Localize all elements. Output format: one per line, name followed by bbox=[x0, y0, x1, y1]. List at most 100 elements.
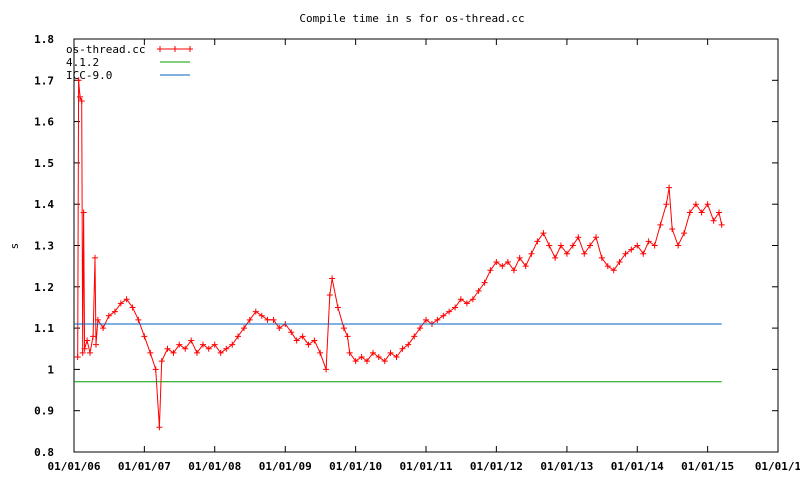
data-point bbox=[75, 77, 82, 84]
data-point bbox=[457, 296, 464, 303]
data-point bbox=[264, 316, 271, 323]
data-point bbox=[423, 316, 429, 323]
data-point bbox=[581, 250, 588, 257]
data-point bbox=[76, 93, 83, 100]
data-point bbox=[241, 325, 248, 332]
series-layer bbox=[74, 77, 725, 431]
data-point bbox=[399, 345, 406, 352]
data-point bbox=[326, 292, 333, 299]
data-point bbox=[499, 263, 506, 270]
data-point bbox=[616, 259, 623, 266]
data-point bbox=[669, 225, 676, 232]
data-point bbox=[569, 242, 576, 249]
y-tick-label: 1.1 bbox=[34, 322, 54, 335]
data-point bbox=[546, 242, 553, 249]
data-point bbox=[84, 337, 91, 344]
data-point bbox=[188, 337, 195, 344]
data-point bbox=[105, 312, 112, 319]
data-point bbox=[522, 263, 529, 270]
data-point bbox=[334, 304, 341, 311]
y-tick-label: 1.8 bbox=[34, 33, 54, 46]
legend-label: os-thread.cc bbox=[66, 43, 145, 56]
data-point bbox=[622, 250, 629, 257]
data-point bbox=[411, 333, 418, 340]
data-point bbox=[369, 349, 376, 356]
data-point bbox=[487, 267, 494, 274]
data-point bbox=[504, 259, 511, 266]
data-point bbox=[78, 97, 85, 104]
data-point bbox=[81, 345, 88, 352]
data-point bbox=[276, 325, 283, 332]
data-point bbox=[147, 349, 154, 356]
data-point bbox=[87, 349, 93, 356]
data-point bbox=[176, 341, 183, 348]
data-point bbox=[718, 221, 725, 228]
data-point bbox=[340, 325, 347, 332]
data-point bbox=[666, 184, 673, 191]
y-tick-label: 1.5 bbox=[34, 157, 54, 170]
x-tick-label: 01/01/07 bbox=[118, 460, 171, 473]
data-point bbox=[704, 201, 711, 208]
data-point bbox=[387, 349, 394, 356]
data-point bbox=[417, 325, 424, 332]
axes: 0.8 0.9 1 1.1 1.2 1.3 1.4 1.5 1.6 1.7 1.8 01/01/06 0… bbox=[34, 33, 800, 473]
data-point bbox=[123, 296, 130, 303]
legend-marker bbox=[172, 46, 178, 52]
data-point bbox=[293, 337, 300, 344]
data-point bbox=[329, 275, 336, 282]
data-point bbox=[593, 234, 600, 241]
data-point bbox=[434, 316, 441, 323]
y-tick-label: 1.4 bbox=[34, 198, 54, 211]
data-point bbox=[117, 300, 124, 307]
data-point bbox=[90, 333, 97, 340]
data-point bbox=[534, 238, 541, 245]
y-tick-label: 1.2 bbox=[34, 281, 54, 294]
data-point bbox=[692, 201, 699, 208]
data-point bbox=[634, 242, 641, 249]
legend-marker bbox=[157, 46, 163, 52]
chart-title: Compile time in s for os-thread.cc bbox=[299, 12, 524, 25]
data-point bbox=[158, 358, 165, 365]
data-point bbox=[557, 242, 564, 249]
x-tick-label: 01/01/09 bbox=[259, 460, 312, 473]
y-tick-label: 1.3 bbox=[34, 240, 54, 253]
data-point bbox=[305, 341, 312, 348]
data-point bbox=[205, 345, 212, 352]
legend-marker bbox=[187, 46, 193, 52]
data-point bbox=[211, 341, 218, 348]
data-point bbox=[352, 358, 359, 365]
data-point bbox=[74, 354, 81, 361]
data-point bbox=[344, 333, 351, 340]
data-point bbox=[469, 296, 476, 303]
data-point bbox=[164, 345, 171, 352]
data-point bbox=[252, 308, 259, 315]
data-point bbox=[141, 333, 148, 340]
data-point bbox=[598, 254, 605, 261]
data-point bbox=[540, 230, 547, 237]
data-point bbox=[640, 250, 647, 257]
data-point bbox=[129, 304, 136, 311]
y-tick-label: 0.8 bbox=[34, 446, 54, 459]
data-point bbox=[358, 354, 365, 361]
data-point bbox=[270, 316, 277, 323]
data-point bbox=[235, 333, 242, 340]
data-point bbox=[552, 254, 559, 261]
y-axis-label: s bbox=[8, 243, 21, 250]
data-point bbox=[698, 209, 705, 216]
data-point bbox=[440, 312, 447, 319]
data-point bbox=[604, 263, 611, 270]
data-point bbox=[92, 341, 99, 348]
data-point bbox=[681, 230, 688, 237]
data-point bbox=[100, 325, 107, 332]
data-point bbox=[393, 354, 400, 361]
data-point bbox=[651, 242, 658, 249]
data-point bbox=[381, 358, 388, 365]
x-tick-label: 01/01/11 bbox=[400, 460, 453, 473]
series-os-thread.cc bbox=[74, 77, 725, 431]
data-point bbox=[182, 345, 189, 352]
data-point bbox=[223, 345, 230, 352]
data-point bbox=[229, 341, 236, 348]
data-point bbox=[258, 312, 265, 319]
data-point bbox=[663, 201, 670, 208]
